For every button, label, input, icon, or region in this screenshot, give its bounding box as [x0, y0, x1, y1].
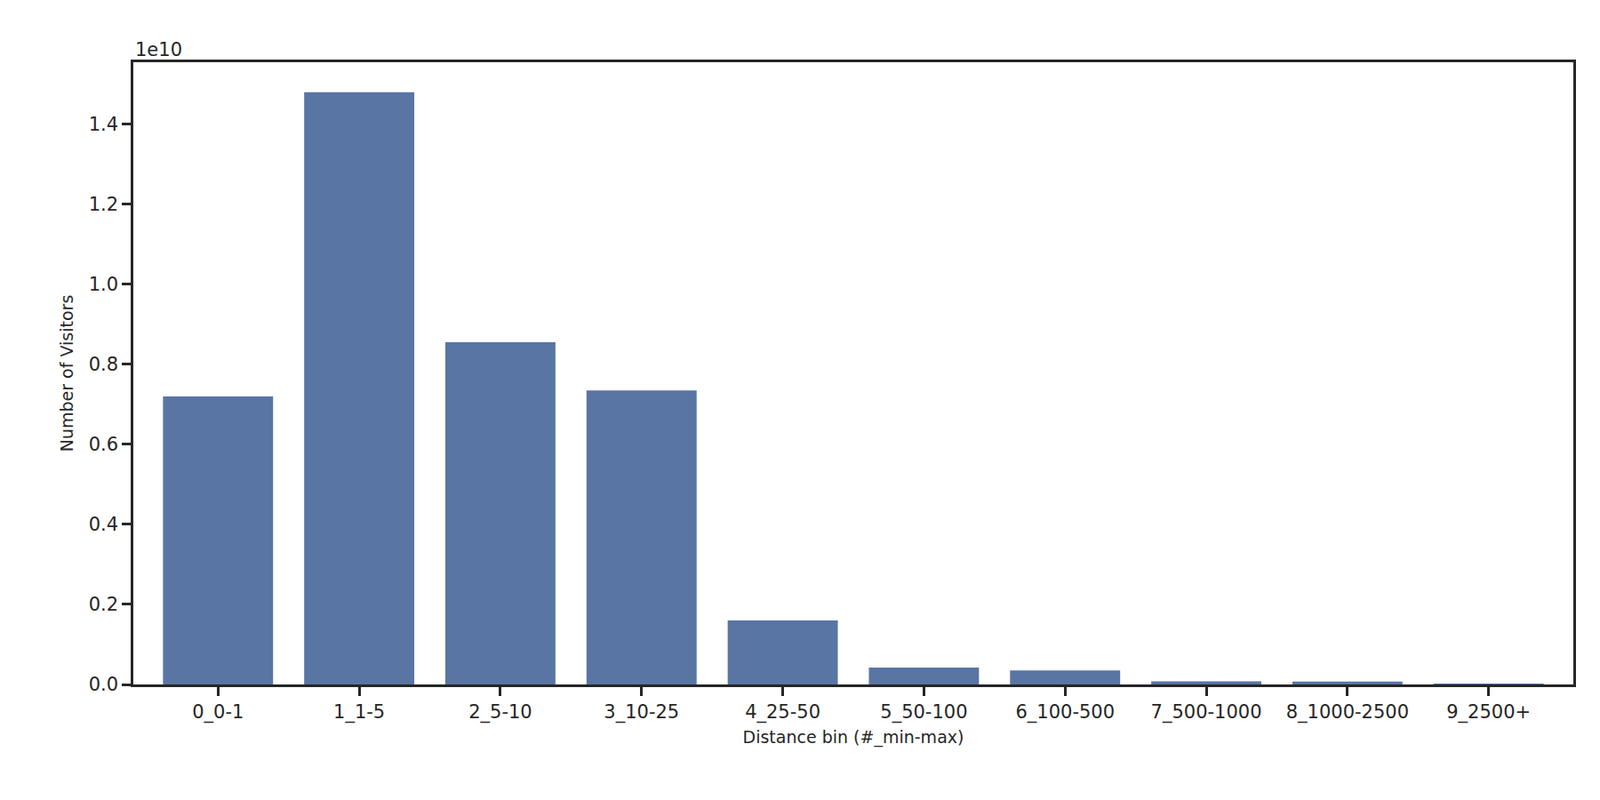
svg-text:9_2500+: 9_2500+ — [1446, 701, 1531, 724]
svg-text:8_1000-2500: 8_1000-2500 — [1286, 701, 1409, 724]
svg-text:1.0: 1.0 — [88, 273, 119, 296]
svg-text:7_500-1000: 7_500-1000 — [1151, 701, 1263, 724]
svg-text:0.4: 0.4 — [88, 513, 119, 536]
svg-text:0.6: 0.6 — [88, 433, 119, 456]
svg-text:6_100-500: 6_100-500 — [1015, 701, 1115, 724]
svg-text:5_50-100: 5_50-100 — [880, 701, 968, 724]
svg-text:2_5-10: 2_5-10 — [468, 701, 533, 724]
svg-text:Distance bin (#_min-max): Distance bin (#_min-max) — [743, 727, 965, 748]
svg-text:Number of Visitors: Number of Visitors — [56, 295, 77, 453]
svg-text:4_25-50: 4_25-50 — [744, 701, 821, 724]
svg-text:0.2: 0.2 — [88, 593, 119, 616]
svg-text:0_0-1: 0_0-1 — [192, 701, 244, 724]
svg-text:1e10: 1e10 — [135, 39, 183, 61]
svg-text:0.0: 0.0 — [88, 673, 119, 696]
svg-text:0.8: 0.8 — [88, 353, 119, 376]
svg-text:3_10-25: 3_10-25 — [603, 701, 680, 724]
svg-text:1.4: 1.4 — [88, 113, 119, 136]
svg-text:1.2: 1.2 — [88, 193, 119, 216]
svg-text:1_1-5: 1_1-5 — [333, 701, 385, 724]
